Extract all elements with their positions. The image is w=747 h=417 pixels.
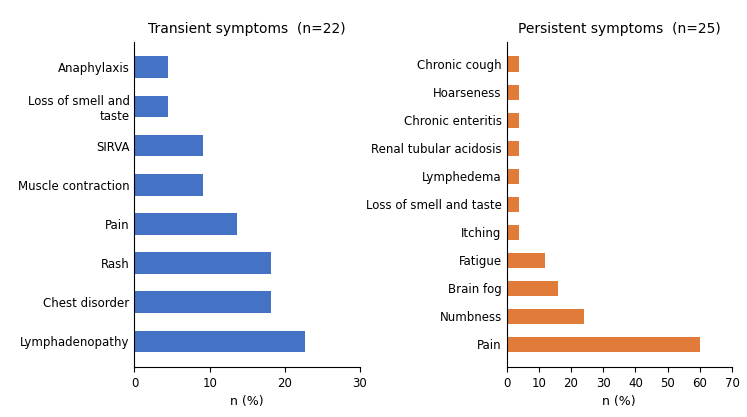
Bar bbox=[134, 135, 203, 156]
Bar bbox=[506, 337, 700, 352]
Bar bbox=[506, 281, 558, 296]
Bar bbox=[506, 225, 519, 240]
Bar bbox=[506, 309, 584, 324]
Bar bbox=[506, 85, 519, 100]
Title: Persistent symptoms  (n=25): Persistent symptoms (n=25) bbox=[518, 23, 721, 36]
Title: Transient symptoms  (n=22): Transient symptoms (n=22) bbox=[149, 23, 346, 36]
Bar bbox=[506, 113, 519, 128]
Bar bbox=[134, 252, 271, 274]
Bar bbox=[506, 141, 519, 156]
Bar bbox=[134, 213, 237, 235]
X-axis label: n (%): n (%) bbox=[230, 395, 264, 408]
Bar bbox=[134, 95, 168, 117]
Bar bbox=[506, 197, 519, 212]
Bar bbox=[506, 168, 519, 184]
Bar bbox=[134, 56, 168, 78]
Bar bbox=[134, 291, 271, 313]
Bar bbox=[134, 331, 305, 352]
Bar bbox=[506, 253, 545, 268]
Bar bbox=[506, 56, 519, 72]
X-axis label: n (%): n (%) bbox=[603, 395, 636, 408]
Bar bbox=[134, 174, 203, 196]
